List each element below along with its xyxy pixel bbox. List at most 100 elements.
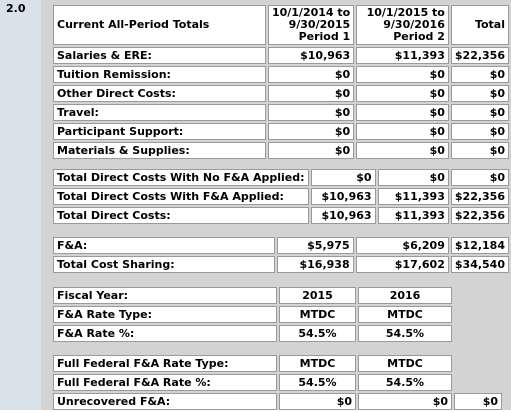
period2-value: MTDC [358,355,452,372]
table-row: F&A: $5,975 $6,209 $12,184 [53,237,509,254]
total-value: $0 [450,104,509,121]
row-label: Total Direct Costs With F&A Applied: [53,188,309,205]
empty-cell [454,355,502,372]
total-value: $0 [450,123,509,140]
empty-cell [454,325,500,342]
cost-totals-table: Current All-Period Totals 10/1/2014 to 9… [51,3,511,161]
row-label: Travel: [53,104,266,121]
period2-value: $17,602 [355,256,449,273]
period2-value: $11,393 [377,188,449,205]
federal-rate-table: Full Federal F&A Rate Type: MTDC MTDC Fu… [51,353,504,412]
period1-value: 54.5% [279,374,356,391]
total-value: $12,184 [450,237,509,254]
total-value: $0 [450,66,509,83]
section-number: 2.0 [6,2,26,15]
total-value: $22,356 [450,188,509,205]
period2-value: $6,209 [355,237,449,254]
fa-totals-table: F&A: $5,975 $6,209 $12,184 Total Cost Sh… [51,235,511,275]
table-row: Total Direct Costs With No F&A Applied: … [53,169,509,186]
row-label: Unrecovered F&A: [53,393,277,410]
row-label: Other Direct Costs: [53,85,266,102]
row-label: Total Cost Sharing: [53,256,275,273]
empty-cell [454,306,500,323]
row-label: F&A: [53,237,275,254]
row-label: Participant Support: [53,123,266,140]
period1-value: $5,975 [277,237,354,254]
period1-label: Period 1 [298,30,351,43]
table-row: Tuition Remission: $0 $0 $0 [53,66,509,83]
table-row: Total Cost Sharing: $16,938 $17,602 $34,… [53,256,509,273]
table-row: Unrecovered F&A: $0 $0 $0 [53,393,502,410]
period2-value: 54.5% [358,325,452,342]
row-label: Full Federal F&A Rate %: [53,374,277,391]
period2-start: 10/1/2015 to [366,6,445,19]
table-row: Total Direct Costs With F&A Applied: $10… [53,188,509,205]
direct-costs-table: Total Direct Costs With No F&A Applied: … [51,167,511,226]
period1-value: $0 [267,142,355,159]
row-label: Total Direct Costs With No F&A Applied: [53,169,309,186]
total-header: Total [450,5,509,45]
total-value: $0 [450,142,509,159]
period2-value: $0 [356,66,449,83]
period1-header: 10/1/2014 to 9/30/2015 Period 1 [267,5,355,45]
total-value: $0 [450,169,509,186]
table-row: Full Federal F&A Rate Type: MTDC MTDC [53,355,502,372]
total-value: $0 [450,85,509,102]
row-label: Full Federal F&A Rate Type: [53,355,277,372]
period1-end: 9/30/2015 [288,18,351,31]
row-label: Fiscal Year: [53,287,277,304]
header-row: Current All-Period Totals 10/1/2014 to 9… [53,5,509,45]
table-row: Fiscal Year: 2015 2016 [53,287,500,304]
table-row: F&A Rate Type: MTDC MTDC [53,306,500,323]
period1-value: $10,963 [267,47,355,64]
period1-value: $16,938 [277,256,354,273]
empty-cell [454,287,500,304]
period2-value: $11,393 [356,47,449,64]
row-label: Materials & Supplies: [53,142,266,159]
table-row: Other Direct Costs: $0 $0 $0 [53,85,509,102]
period1-value: $0 [267,104,355,121]
period2-value: $0 [356,104,449,121]
table-row: Salaries & ERE: $10,963 $11,393 $22,356 [53,47,509,64]
period1-value: $10,963 [310,207,376,224]
row-label: F&A Rate Type: [53,306,277,323]
period1-value: MTDC [279,355,356,372]
period2-value: $0 [358,393,452,410]
period2-label: Period 2 [393,30,445,43]
table-row: Participant Support: $0 $0 $0 [53,123,509,140]
total-value: $22,356 [450,47,509,64]
table-row: Travel: $0 $0 $0 [53,104,509,121]
table-row: Total Direct Costs: $10,963 $11,393 $22,… [53,207,509,224]
table-row: Full Federal F&A Rate %: 54.5% 54.5% [53,374,502,391]
period2-header: 10/1/2015 to 9/30/2016 Period 2 [356,5,449,45]
section-number-column: 2.0 [0,0,41,410]
table-title: Current All-Period Totals [53,5,266,45]
period2-value: $0 [356,123,449,140]
table-row: Materials & Supplies: $0 $0 $0 [53,142,509,159]
period1-value: $0 [310,169,376,186]
table-row: F&A Rate %: 54.5% 54.5% [53,325,500,342]
period2-value: $0 [356,142,449,159]
row-label: F&A Rate %: [53,325,277,342]
total-value: $22,356 [450,207,509,224]
fiscal-rate-table: Fiscal Year: 2015 2016 F&A Rate Type: MT… [51,285,502,344]
period1-value: $0 [279,393,356,410]
period1-start: 10/1/2014 to [271,6,351,19]
period1-value: $0 [267,85,355,102]
total-value: $0 [454,393,502,410]
period1-value: $0 [267,66,355,83]
period2-value: $0 [356,85,449,102]
period1-value: $10,963 [310,188,376,205]
period1-value: 2015 [279,287,356,304]
period2-value: 2016 [358,287,452,304]
period2-end: 9/30/2016 [383,18,445,31]
period1-value: 54.5% [279,325,356,342]
row-label: Total Direct Costs: [53,207,309,224]
row-label: Salaries & ERE: [53,47,266,64]
period2-value: 54.5% [358,374,452,391]
period2-value: $0 [377,169,449,186]
period1-value: MTDC [279,306,356,323]
empty-cell [454,374,502,391]
period2-value: $11,393 [377,207,449,224]
row-label: Tuition Remission: [53,66,266,83]
